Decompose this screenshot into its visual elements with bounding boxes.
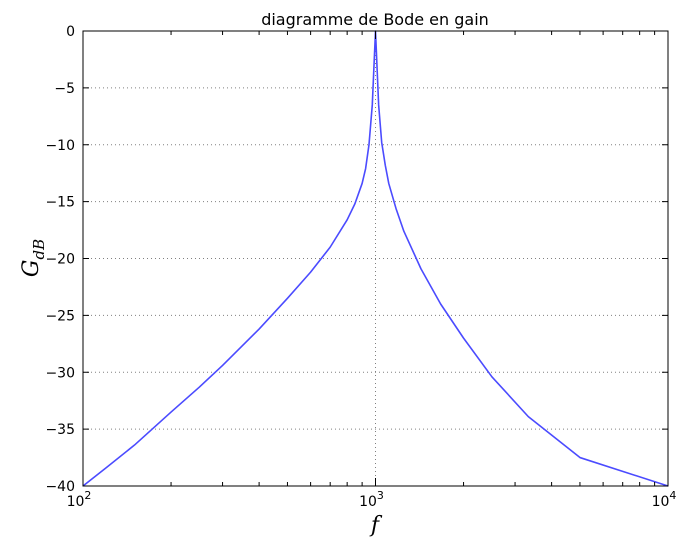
series-layer: [82, 30, 669, 487]
y-tick-label: −5: [54, 81, 75, 97]
x-tick-label-base: 10: [359, 494, 377, 510]
tick-marks: [82, 30, 669, 487]
x-tick-label-base: 10: [652, 494, 670, 510]
x-tick-labels: 102 103 104: [67, 489, 677, 510]
x-tick-label: 103: [359, 489, 384, 510]
y-tick-label: −35: [45, 422, 75, 438]
y-tick-label: −25: [45, 308, 75, 324]
y-tick-labels: 0 −5 −10 −15 −20 −25 −30 −35 −40: [45, 24, 75, 495]
x-tick-label: 102: [67, 489, 92, 510]
y-axis-label-sub: dB: [30, 239, 48, 260]
x-tick-label-exponent: 3: [377, 489, 384, 502]
y-tick-label: 0: [66, 24, 75, 40]
y-tick-label: −40: [45, 479, 75, 495]
x-tick-label-base: 10: [67, 494, 85, 510]
y-tick-label: −20: [45, 252, 75, 268]
y-axis-label-main: G: [19, 260, 44, 278]
y-tick-label: −15: [45, 195, 75, 211]
x-axis-label: f: [369, 513, 383, 538]
x-tick-label-exponent: 4: [669, 489, 676, 502]
x-tick-label: 104: [652, 489, 677, 510]
y-axis-label: GdB: [19, 239, 48, 277]
gain-series-line: [82, 30, 669, 487]
grid-lines: [82, 30, 669, 487]
chart-title: diagramme de Bode en gain: [261, 10, 489, 29]
y-tick-label: −30: [45, 365, 75, 381]
x-tick-label-exponent: 2: [84, 489, 91, 502]
y-tick-label: −10: [45, 138, 75, 154]
